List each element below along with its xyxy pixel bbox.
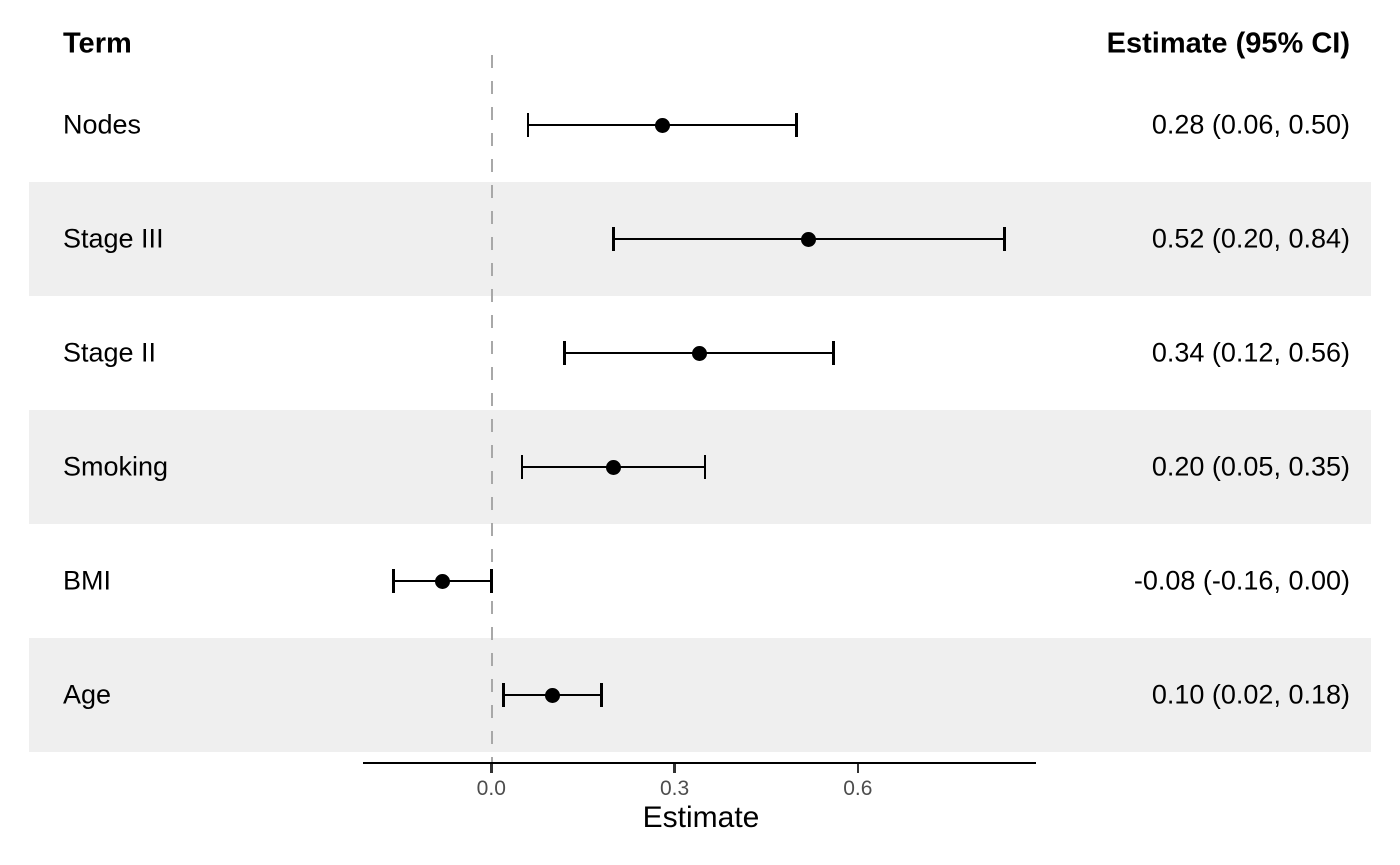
- zero-reference-line: [490, 55, 493, 763]
- term-label: Stage III: [63, 223, 164, 254]
- estimate-ci-value: 0.52 (0.20, 0.84): [1151, 223, 1350, 254]
- term-label: Nodes: [63, 109, 142, 140]
- estimate-point: [801, 231, 817, 247]
- x-axis-tick-mark: [856, 764, 860, 773]
- term-label: BMI: [63, 565, 112, 596]
- x-axis-tick-mark: [490, 764, 493, 773]
- estimate-ci-value: 0.28 (0.06, 0.50): [1151, 109, 1350, 140]
- term-column-header: Term: [63, 27, 132, 60]
- x-axis-title: Estimate: [642, 801, 760, 834]
- term-label: Stage II: [63, 337, 157, 368]
- ci-cap-low: [526, 113, 530, 137]
- ci-cap-high: [600, 683, 603, 707]
- ci-cap-high: [490, 569, 493, 593]
- x-axis-tick-mark: [673, 764, 676, 773]
- ci-cap-high: [1003, 227, 1006, 251]
- ci-cap-low: [612, 227, 615, 251]
- estimate-point: [691, 345, 707, 361]
- estimate-point: [605, 459, 621, 475]
- term-label: Smoking: [63, 451, 169, 482]
- estimate-ci-value: 0.20 (0.05, 0.35): [1151, 451, 1350, 482]
- ci-cap-high: [795, 113, 798, 137]
- estimate-point: [434, 573, 450, 589]
- x-axis-tick-label: 0.0: [476, 777, 506, 800]
- x-axis-line: [363, 761, 1036, 765]
- estimate-ci-value: 0.34 (0.12, 0.56): [1151, 337, 1350, 368]
- estimate-point: [654, 117, 670, 133]
- x-axis-tick-label: 0.3: [659, 777, 690, 800]
- ci-cap-high: [832, 341, 835, 365]
- ci-cap-low: [502, 683, 505, 707]
- row-stripe: [29, 638, 1371, 752]
- ci-cap-low: [392, 569, 395, 593]
- ci-cap-high: [703, 455, 707, 479]
- estimate-ci-value: -0.08 (-0.16, 0.00): [1133, 565, 1350, 596]
- term-label: Age: [63, 679, 112, 710]
- ci-cap-low: [563, 341, 566, 365]
- estimate-point: [544, 687, 560, 703]
- estimate-column-header: Estimate (95% CI): [1106, 27, 1350, 60]
- ci-cap-low: [520, 455, 524, 479]
- x-axis-tick-label: 0.6: [843, 777, 873, 800]
- estimate-ci-value: 0.10 (0.02, 0.18): [1151, 679, 1350, 710]
